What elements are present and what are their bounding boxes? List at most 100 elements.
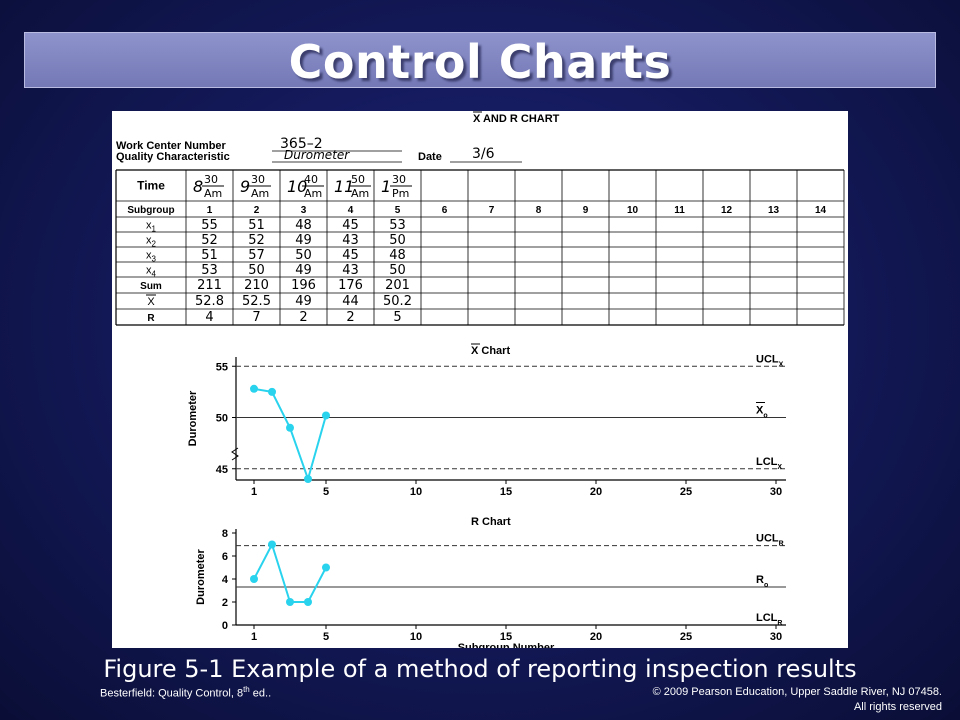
figure-caption: Figure 5-1 Example of a method of report… <box>103 655 857 683</box>
table-cell: 50 <box>295 248 312 263</box>
table-cell: 43 <box>342 233 359 248</box>
inspection-form: X AND R CHART Work Center Number 365–2 Q… <box>116 111 560 163</box>
table-cell: 5 <box>393 310 401 325</box>
table-cell: 53 <box>201 263 218 278</box>
x-tick-label: 25 <box>680 486 692 498</box>
table-cell: 201 <box>385 278 410 293</box>
footer-citation-tail: ed.. <box>249 687 272 700</box>
row-label-x4: x4 <box>146 265 157 279</box>
x-tick-label: 15 <box>500 631 512 643</box>
time-hour: 11 <box>334 177 354 196</box>
data-point <box>304 475 312 483</box>
table-cell: 2 <box>299 310 307 325</box>
quality-value: Durometer <box>284 148 350 162</box>
table-cell: 48 <box>295 218 312 233</box>
table-cell: 44 <box>342 294 359 309</box>
table-cell: 211 <box>197 278 222 293</box>
table-cell: 52.5 <box>242 294 271 309</box>
subgroup-number: 8 <box>536 205 542 216</box>
time-ampm: Am <box>204 187 222 200</box>
time-hour: 10 <box>287 177 307 196</box>
subgroup-number: 6 <box>442 205 448 216</box>
series-line <box>253 387 327 483</box>
work-center-label: Work Center Number <box>116 140 227 152</box>
subgroup-number: 7 <box>489 205 495 216</box>
subgroup-number: 2 <box>254 205 260 216</box>
y-tick-label: 4 <box>222 574 229 586</box>
x-tick-label: 10 <box>410 631 422 643</box>
footer-copyright-line2: All rights reserved <box>853 701 942 713</box>
time-ampm: Am <box>304 187 322 200</box>
footer-citation-main: Besterfield: Quality Control, 8 <box>100 687 244 700</box>
data-point <box>304 598 312 606</box>
data-point <box>286 423 294 432</box>
time-minutes: 30 <box>251 173 265 186</box>
figure-image: X AND R CHART Work Center Number 365–2 Q… <box>112 111 848 648</box>
table-cell: 2 <box>346 310 354 325</box>
time-ampm: Am <box>251 187 269 200</box>
x-tick-label: 5 <box>323 486 329 498</box>
y-tick-label: 2 <box>222 597 228 609</box>
figure-svg: X AND R CHART Work Center Number 365–2 Q… <box>115 111 845 648</box>
table-cell: 53 <box>389 218 406 233</box>
x-tick-label: 5 <box>323 631 329 643</box>
work-center-value: 365–2 <box>280 136 323 152</box>
chart-title: R Chart <box>471 516 511 528</box>
subgroup-number: 10 <box>627 205 639 216</box>
time-hour: 1 <box>381 177 391 196</box>
control-line-label: LCLR <box>756 612 782 627</box>
row-label-subgroup: Subgroup <box>127 205 174 216</box>
y-tick-label: 55 <box>216 361 228 373</box>
x-tick-label: 15 <box>500 486 512 498</box>
y-tick-label: 50 <box>216 413 228 425</box>
y-tick-label: 8 <box>222 528 228 540</box>
table-cell: 50 <box>389 233 406 248</box>
subgroup-number: 14 <box>815 205 827 216</box>
row-label-x1: x1 <box>146 220 157 234</box>
data-point <box>286 598 294 606</box>
subgroup-number: 11 <box>674 205 685 216</box>
y-axis-label: Durometer <box>195 548 207 604</box>
table-cell: 50 <box>389 263 406 278</box>
quality-label: Quality Characteristic <box>116 151 230 163</box>
y-axis-label: Durometer <box>187 390 199 446</box>
control-line-label: Xo <box>756 405 768 420</box>
time-ampm: Pm <box>392 187 409 200</box>
control-line-label: UCLR <box>756 533 784 548</box>
time-ampm: Am <box>351 187 369 200</box>
date-label: Date <box>418 151 442 163</box>
footer-citation: Besterfield: Quality Control, 8th ed.. <box>100 685 271 700</box>
footer-citation-sup: th <box>243 685 250 694</box>
slide-title: Control Charts <box>288 35 672 89</box>
x-tick-label: 1 <box>251 631 257 643</box>
table-cell: 52.8 <box>195 294 224 309</box>
footer-copyright-line1: © 2009 Pearson Education, Upper Saddle R… <box>652 686 942 698</box>
data-point <box>268 387 276 396</box>
data-point <box>250 384 258 393</box>
data-point <box>268 540 276 549</box>
time-minutes: 30 <box>392 173 406 186</box>
y-tick-label: 0 <box>222 620 228 632</box>
row-label-xbar: X <box>147 296 155 308</box>
table-cell: 57 <box>248 248 265 263</box>
x-tick-label: 25 <box>680 631 692 643</box>
table-cell: 49 <box>295 263 312 278</box>
row-label-r: R <box>147 313 155 324</box>
date-value: 3/6 <box>472 146 495 162</box>
table-cell: 50 <box>248 263 265 278</box>
time-minutes: 40 <box>304 173 318 186</box>
subgroup-number: 4 <box>348 205 354 216</box>
table-cell: 48 <box>389 248 406 263</box>
control-line-label: UCLX <box>756 353 784 368</box>
subgroup-number: 13 <box>768 205 780 216</box>
title-bar: Control Charts <box>24 32 936 89</box>
table-cell: 50.2 <box>383 294 412 309</box>
time-hour: 8 <box>193 177 203 196</box>
table-cell: 43 <box>342 263 359 278</box>
data-point <box>322 563 330 572</box>
x-axis-label: Subgroup Number <box>458 642 555 648</box>
table-cell: 49 <box>295 233 312 248</box>
